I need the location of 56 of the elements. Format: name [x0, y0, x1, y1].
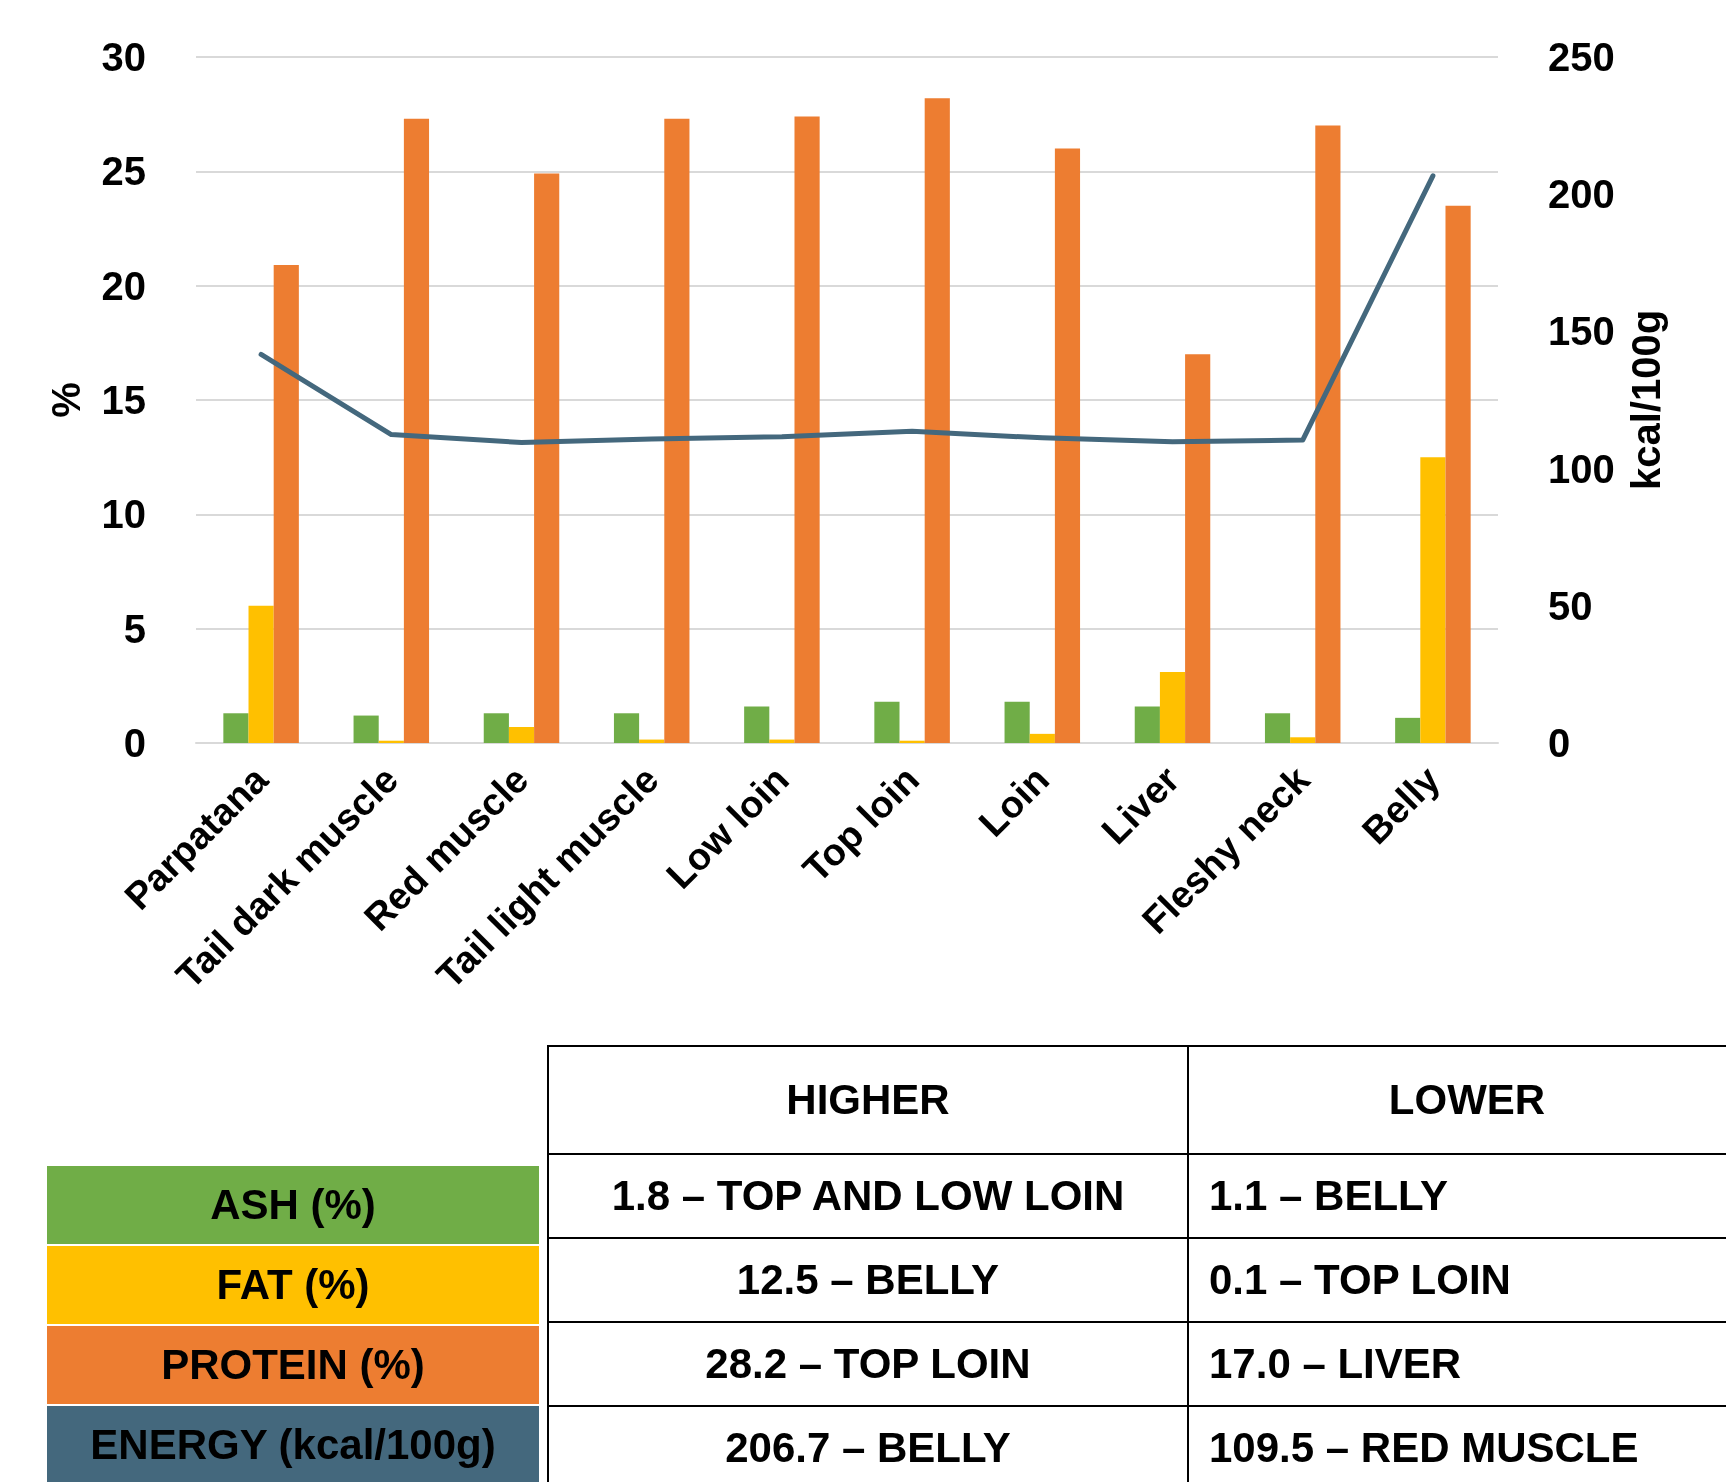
bar — [664, 118, 690, 743]
bar — [1185, 354, 1211, 743]
bar — [1264, 713, 1291, 743]
bar — [1159, 672, 1186, 743]
bar — [874, 701, 900, 743]
y2-tick-label: 150 — [1548, 309, 1615, 354]
x-tick-label: Top loin — [794, 758, 927, 891]
text: ENERGY (kcal/100g) — [90, 1421, 496, 1469]
bar — [273, 265, 299, 743]
y2-tick-label: 100 — [1548, 446, 1615, 491]
y-tick-label: 10 — [101, 492, 146, 537]
bar — [924, 98, 950, 743]
bar — [1134, 706, 1160, 743]
y2-axis-title: kcal/100g — [1623, 309, 1668, 491]
text: LOWER — [1188, 1046, 1726, 1154]
y-tick-label: 15 — [101, 378, 146, 422]
bar — [1004, 701, 1030, 743]
bar — [483, 713, 509, 743]
y-axis-title: % — [44, 382, 88, 418]
text: ASH (%) — [210, 1181, 376, 1229]
text: 12.5 – BELLY — [548, 1238, 1188, 1322]
text: 206.7 – BELLY — [548, 1406, 1188, 1482]
y2-tick-label: 250 — [1548, 35, 1615, 79]
bar — [223, 713, 249, 743]
y2-tick-label: 0 — [1548, 721, 1571, 765]
bar — [794, 116, 820, 743]
y-tick-label: 0 — [123, 721, 146, 765]
text: 109.5 – RED MUSCLE — [1188, 1406, 1726, 1482]
text: FAT (%) — [216, 1261, 370, 1309]
text: 17.0 – LIVER — [1188, 1322, 1726, 1406]
text: HIGHER — [548, 1046, 1188, 1154]
bar — [248, 605, 274, 743]
y2-tick-label: 200 — [1548, 172, 1615, 217]
text: 1.8 – TOP AND LOW LOIN — [548, 1154, 1188, 1238]
bar — [1054, 148, 1081, 743]
bar — [1395, 717, 1421, 743]
bar — [353, 715, 379, 743]
bar — [744, 706, 770, 743]
y-tick-label: 25 — [101, 149, 146, 194]
y-tick-label: 20 — [101, 263, 146, 308]
bar — [403, 118, 430, 743]
bar — [1029, 733, 1055, 743]
bar — [1290, 737, 1316, 743]
y2-tick-label: 50 — [1548, 583, 1593, 628]
text: 0.1 – TOP LOIN — [1188, 1238, 1726, 1322]
bar — [1445, 205, 1471, 743]
y-tick-label: 30 — [101, 35, 146, 79]
bar — [1420, 457, 1446, 743]
bar — [613, 713, 640, 743]
text: 1.1 – BELLY — [1188, 1154, 1726, 1238]
bar — [508, 726, 535, 743]
bar — [534, 173, 560, 743]
y-tick-label: 5 — [123, 606, 146, 651]
text: PROTEIN (%) — [161, 1341, 425, 1389]
text: 28.2 – TOP LOIN — [548, 1322, 1188, 1406]
bar — [1315, 125, 1341, 743]
